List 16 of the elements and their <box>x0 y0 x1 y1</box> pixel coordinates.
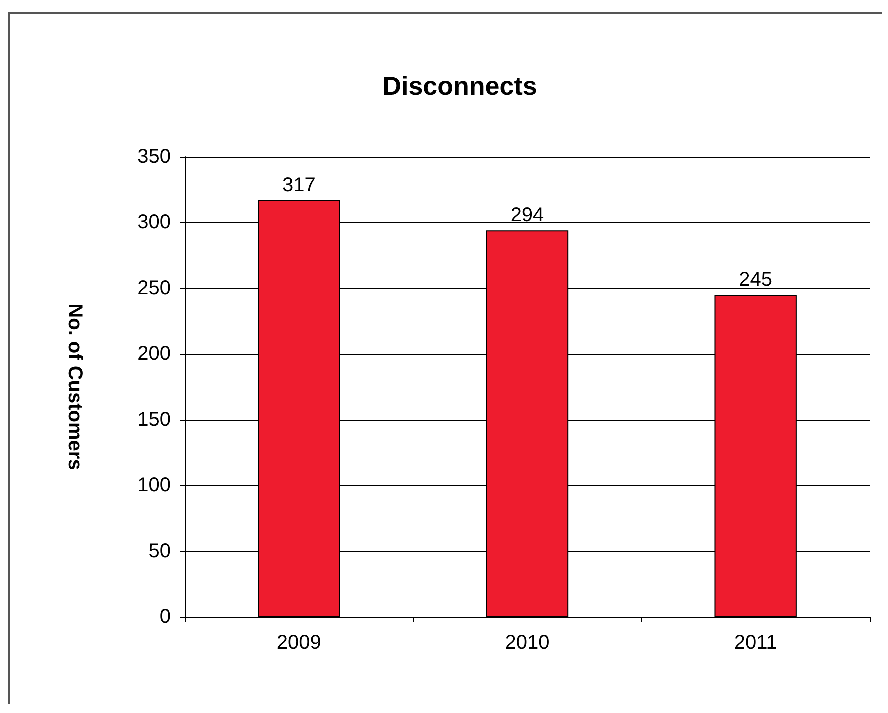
y-tick-label: 300 <box>138 212 171 234</box>
y-tick-label: 200 <box>138 343 171 366</box>
chart-title: Disconnects <box>382 71 538 101</box>
y-tick-label: 50 <box>148 540 171 562</box>
y-tick-label: 150 <box>138 408 171 431</box>
y-tick-label: 250 <box>138 277 171 300</box>
y-axis-title: No. of Customers <box>64 304 86 470</box>
data-label: 245 <box>739 269 773 291</box>
y-tick-label: 0 <box>160 606 171 628</box>
data-label: 294 <box>510 204 544 227</box>
x-tick-label: 2010 <box>505 632 550 654</box>
y-tick-label: 350 <box>138 146 171 168</box>
y-tick-label: 100 <box>138 474 171 497</box>
x-tick-label: 2009 <box>276 632 322 654</box>
x-tick-label: 2011 <box>734 632 778 654</box>
data-label: 317 <box>282 174 316 196</box>
